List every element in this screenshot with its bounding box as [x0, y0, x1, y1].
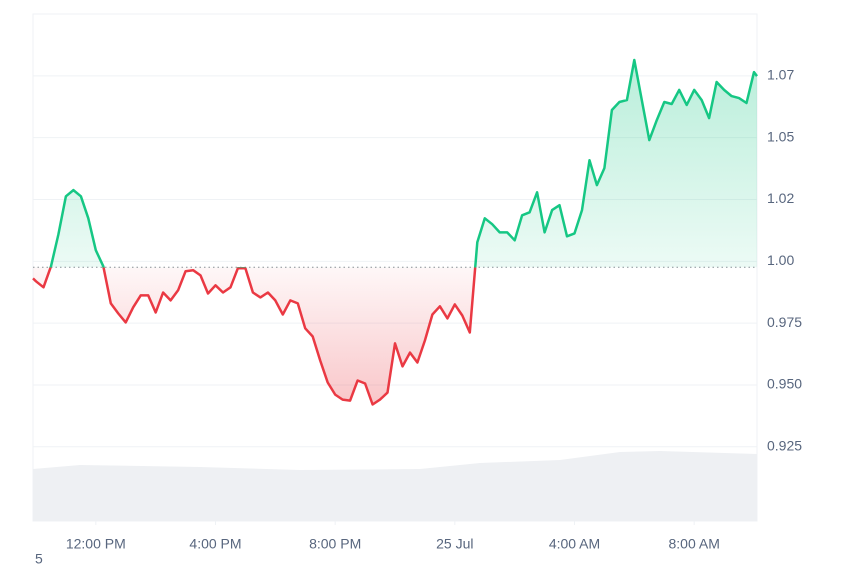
x-tick-label: 25 Jul — [436, 536, 473, 552]
x-tick-label: 12:00 PM — [66, 536, 126, 552]
area — [33, 60, 757, 405]
y-tick-label: 1.00 — [767, 252, 794, 268]
x-tick-label: 8:00 PM — [309, 536, 361, 552]
price-line — [32, 58, 758, 406]
x-tick-label: 4:00 AM — [549, 536, 600, 552]
y-tick-label: 1.02 — [767, 190, 794, 206]
volume-bars — [33, 451, 757, 521]
x-tick-label: 8:00 AM — [668, 536, 719, 552]
y-tick-label: 0.925 — [767, 438, 802, 454]
y-tick-label: 0.975 — [767, 314, 802, 330]
y-tick-label: 1.05 — [767, 128, 794, 144]
y-tick-label: 1.07 — [767, 67, 794, 83]
footnote: 5 — [35, 551, 43, 567]
x-tick-label: 4:00 PM — [189, 536, 241, 552]
y-tick-label: 0.950 — [767, 376, 802, 392]
plot — [32, 58, 758, 406]
